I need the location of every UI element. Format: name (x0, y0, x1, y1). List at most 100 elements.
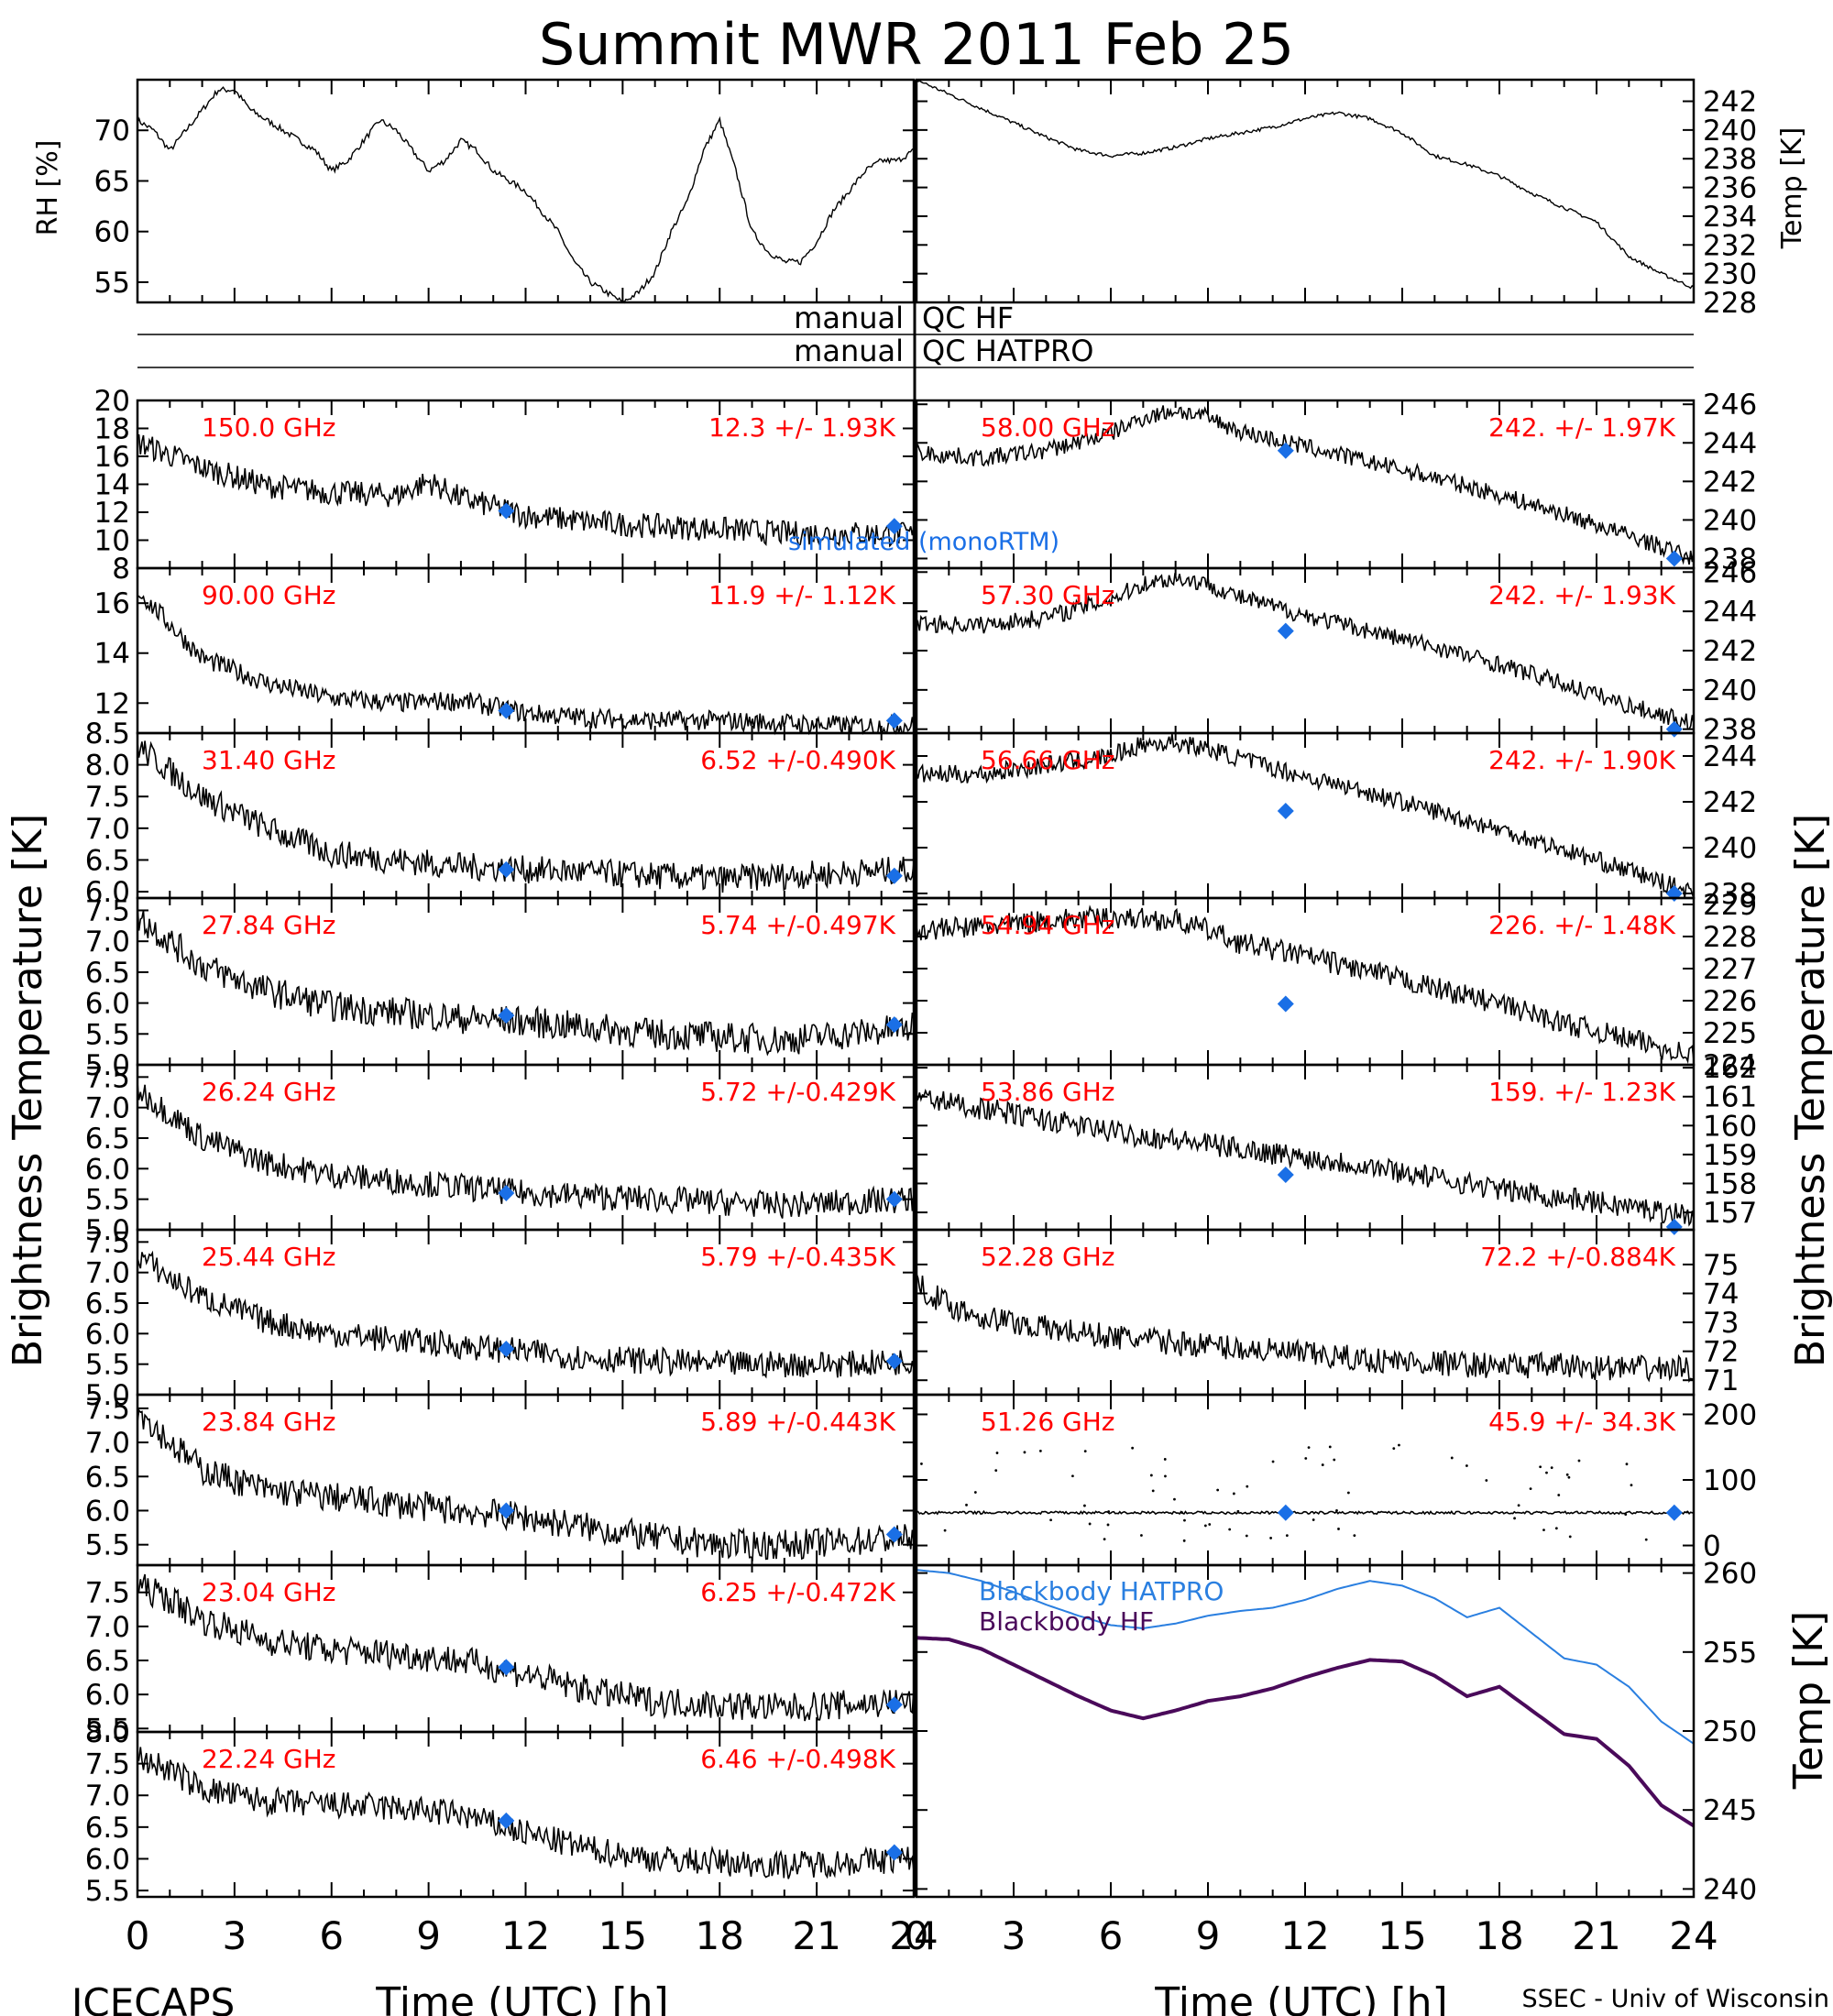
y-tick-label: 6.0 (85, 1153, 130, 1186)
y-tick-label: 6.0 (85, 1843, 130, 1876)
y-tick-label: 5.0 (85, 1214, 130, 1247)
temp-axis-label: Temp [K] (1776, 127, 1808, 250)
x-tick-label: 6 (319, 1913, 344, 1958)
outlier-point (1182, 1539, 1186, 1542)
y-tick-label: 14 (94, 638, 130, 671)
frequency-label: 27.84 GHz (202, 910, 336, 940)
stats-label: 5.79 +/-0.435K (700, 1242, 895, 1272)
outlier-point (1180, 1511, 1183, 1514)
stats-label: 242. +/- 1.93K (1488, 580, 1675, 610)
model-marker (885, 1844, 903, 1861)
outlier-point (1321, 1463, 1324, 1466)
y-tick-label: 6.0 (85, 1318, 130, 1351)
outlier-point (1232, 1492, 1235, 1496)
outlier-point (1271, 1460, 1275, 1463)
data-series (916, 733, 1695, 899)
y-tick-label: 240 (1703, 832, 1757, 865)
outlier-point (1149, 1474, 1153, 1477)
outlier-point (1151, 1489, 1155, 1493)
outlier-point (1203, 1524, 1207, 1528)
model-marker (1277, 1167, 1294, 1183)
qc-hatpro-left: manual (794, 334, 904, 368)
y-tick-label: 250 (1703, 1715, 1757, 1748)
y-tick-label: 6.5 (85, 1123, 130, 1156)
y-tick-label: 7.0 (85, 1427, 130, 1460)
outlier-point (1228, 1528, 1232, 1531)
frequency-label: 25.44 GHz (202, 1242, 336, 1272)
outlier-point (1083, 1450, 1087, 1453)
outlier-point (943, 1528, 947, 1532)
chart-title: Summit MWR 2011 Feb 25 (539, 11, 1294, 78)
stats-label: 5.89 +/-0.443K (700, 1407, 895, 1437)
frequency-label: 54.94 GHz (981, 910, 1115, 940)
bt-panel-left: 5.05.56.06.57.07.5 26.24 GHz 5.72 +/-0.429… (85, 1061, 915, 1247)
bt-panel-left: 5.05.56.06.57.07.5 25.44 GHz 5.79 +/-0.435… (85, 1226, 915, 1412)
data-series (137, 595, 915, 736)
data-series (137, 740, 915, 893)
y-tick-label: 5.5 (85, 1349, 130, 1382)
model-marker (1665, 550, 1683, 567)
footer-icecaps: ICECAPS (71, 1980, 235, 2016)
outlier-point (1485, 1479, 1488, 1482)
outlier-point (1107, 1510, 1111, 1513)
outlier-point (1545, 1471, 1548, 1474)
y-tick-label: 6.5 (85, 1461, 130, 1494)
outlier-point (1163, 1458, 1167, 1461)
y-tick-label: 8 (112, 553, 130, 586)
outlier-point (1106, 1523, 1110, 1527)
y-tick-label: 7.0 (85, 1780, 130, 1813)
bt-axis-label-left: Brightness Temperature [K] (5, 814, 51, 1367)
outlier-point (1517, 1504, 1520, 1507)
y-tick-label: 6.0 (85, 1495, 130, 1528)
y-tick-label: 55 (94, 267, 130, 300)
y-tick-label: 7.0 (85, 1257, 130, 1290)
footer-ssec: SSEC - Univ of Wisconsin (1522, 1985, 1829, 2013)
frequency-label: 23.04 GHz (202, 1577, 336, 1607)
x-tick-label: 9 (1196, 1913, 1221, 1958)
bt-panel-left: 6.06.57.07.58.08.5 31.40 GHz 6.52 +/-0.490… (85, 718, 915, 909)
bt-panel-right: 238 240 242 244 246 58.00 GHz 242. +/- 1.97K (916, 389, 1757, 575)
outlier-point (1346, 1491, 1350, 1495)
y-tick-label: 224 (1703, 1049, 1757, 1082)
y-tick-label: 18 (94, 413, 130, 446)
outlier-point (994, 1469, 998, 1473)
y-tick-label: 234 (1703, 201, 1757, 234)
outlier-point (1550, 1466, 1553, 1470)
outlier-point (1335, 1508, 1338, 1512)
data-series (137, 1082, 915, 1219)
frequency-label: 51.26 GHz (981, 1407, 1115, 1437)
y-tick-label: 7.5 (85, 1748, 130, 1781)
y-tick-label: 226 (1703, 985, 1757, 1018)
model-marker (498, 1502, 515, 1519)
outlier-point (1083, 1504, 1086, 1507)
stats-label: 242. +/- 1.97K (1488, 412, 1675, 443)
y-tick-label: 16 (94, 441, 130, 474)
y-tick-label: 238 (1703, 143, 1757, 176)
y-tick-label: 5.0 (85, 1379, 130, 1412)
outlier-point (1685, 1510, 1689, 1514)
bt-panel-left: 5.05.56.06.57.07.5 27.84 GHz 5.74 +/-0.497… (85, 894, 915, 1082)
y-tick-label: 240 (1703, 1873, 1757, 1906)
y-tick-label: 6.0 (85, 1679, 130, 1712)
y-tick-label: 12 (94, 497, 130, 530)
blackbody-series (916, 1569, 1695, 1745)
y-tick-label: 65 (94, 165, 130, 198)
x-tick-label: 3 (223, 1913, 247, 1958)
outlier-point (920, 1463, 923, 1465)
outlier-point (1644, 1538, 1648, 1541)
x-tick-label: 24 (1669, 1913, 1718, 1958)
outlier-point (1164, 1474, 1167, 1478)
x-tick-label: 18 (696, 1913, 744, 1958)
bt-panel-right: 238 240 242 244 246 57.30 GHz 242. +/- 1.93K (916, 556, 1757, 747)
outlier-point (973, 1491, 977, 1494)
model-marker (498, 1812, 515, 1829)
y-tick-label: 100 (1703, 1464, 1757, 1497)
y-tick-label: 200 (1703, 1398, 1757, 1431)
y-tick-label: 238 (1703, 878, 1757, 911)
temp-series (916, 79, 1695, 290)
frequency-label: 90.00 GHz (202, 580, 336, 610)
y-tick-label: 6.5 (85, 844, 130, 877)
